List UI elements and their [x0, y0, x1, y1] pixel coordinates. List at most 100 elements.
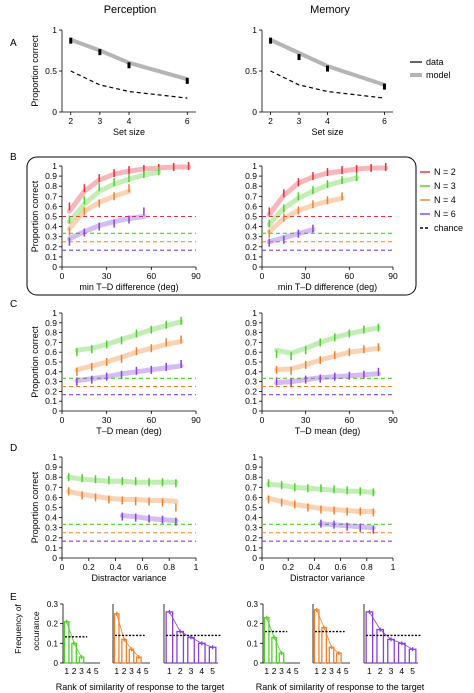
x-tick-label: 5 [410, 666, 415, 676]
y-tick-label: 0.2 [45, 386, 57, 396]
data-point [69, 37, 73, 44]
y-tick-label: 0.9 [245, 318, 257, 328]
y-tick-label: 0.3 [45, 232, 57, 242]
model-line-n4 [116, 613, 140, 658]
y-axis-label: Proportion correct [30, 35, 40, 107]
bar-n4 [121, 638, 127, 664]
x-axis-label: T–D mean (deg) [295, 426, 361, 436]
x-tick-label: 30 [102, 271, 112, 281]
data-point [98, 49, 102, 56]
y-tick-label: 0.5 [245, 212, 257, 222]
model-line [70, 37, 188, 82]
y-tick-label: 0.2 [45, 533, 57, 543]
x-axis-label: Set size [113, 127, 145, 137]
x-tick-label: 4 [399, 666, 404, 676]
y-tick-label: 0.8 [245, 472, 257, 482]
y-tick-label: 0.5 [45, 66, 57, 76]
y-tick-label: 1 [52, 452, 57, 462]
y-tick-label: 0.5 [45, 503, 57, 513]
y-tick-label: 0.4 [245, 513, 257, 523]
data-point [127, 62, 131, 69]
y-tick-label: 0.7 [245, 191, 257, 201]
y-tick-label: 0.4 [45, 222, 57, 232]
y-tick-label: 1 [252, 452, 257, 462]
x-tick-label: 30 [102, 415, 112, 425]
x-tick-label: 0 [260, 562, 265, 572]
y-tick-label: 0 [252, 107, 257, 117]
x-tick-label: 90 [191, 415, 201, 425]
x-axis-label: min T–D difference (deg) [278, 282, 377, 292]
x-tick-label: 2 [68, 116, 73, 126]
legend-label-chance: chance [434, 223, 463, 233]
x-tick-label: 90 [388, 271, 398, 281]
x-tick-label: 3 [389, 666, 394, 676]
x-tick-label: 4 [325, 116, 330, 126]
x-tick-label: 5 [144, 666, 149, 676]
y-tick-label: 0.7 [45, 191, 57, 201]
bar-n6 [208, 646, 217, 664]
y-tick-label: 0.9 [45, 462, 57, 472]
x-tick-label: 1 [167, 666, 172, 676]
bar-n4 [321, 626, 327, 664]
panel-label-e: E [10, 592, 17, 603]
y-tick-label: 0.3 [247, 600, 259, 609]
y-tick-label: 1 [252, 308, 257, 318]
x-axis-label: T–D mean (deg) [96, 426, 162, 436]
y-tick-label: 0.5 [45, 357, 57, 367]
x-tick-label: 6 [382, 116, 387, 126]
x-tick-label: 2 [272, 666, 277, 676]
y-tick-label: 1 [252, 161, 257, 171]
x-tick-label: 1 [314, 666, 319, 676]
y-tick-label: 0.6 [45, 201, 57, 211]
x-axis-label: Rank of similarity of response to the ta… [56, 682, 225, 692]
y-tick-label: 0.2 [47, 620, 59, 629]
x-tick-label: 3 [329, 666, 334, 676]
bar-n4 [328, 646, 335, 664]
bar-n6 [187, 636, 195, 664]
bar-n6 [408, 648, 417, 664]
x-tick-label: 4 [127, 116, 132, 126]
model-line-n6 [169, 611, 213, 648]
x-tick-label: 0.6 [136, 562, 148, 572]
x-tick-label: 0.8 [163, 562, 175, 572]
panel-label-c: C [10, 299, 17, 310]
model-band-n6 [274, 371, 381, 386]
y-axis-label: Proportion correct [30, 180, 40, 252]
y-tick-label: 0 [254, 659, 259, 668]
y-tick-label: 0.3 [45, 523, 57, 533]
bar-n6 [376, 628, 385, 664]
y-tick-label: 0.1 [47, 639, 59, 648]
x-tick-label: 3 [79, 666, 84, 676]
y-tick-label: 0.2 [245, 386, 257, 396]
x-axis-label: Distractor variance [290, 573, 365, 583]
model-line-n3 [266, 617, 282, 654]
y-tick-label: 1 [252, 25, 257, 35]
y-tick-label: 0.2 [247, 620, 259, 629]
y-tick-label: 1 [52, 161, 57, 171]
bar-n6 [387, 638, 395, 664]
y-tick-label: 0 [52, 262, 57, 272]
x-tick-label: 4 [87, 666, 92, 676]
model-band-n4 [74, 338, 184, 373]
y-tick-label: 0 [252, 553, 257, 563]
y-tick-label: 0.8 [245, 181, 257, 191]
x-axis-label: Set size [311, 127, 343, 137]
data-point [382, 83, 386, 90]
y-tick-label: 0.6 [245, 201, 257, 211]
x-tick-label: 2 [122, 666, 127, 676]
x-tick-label: 5 [94, 666, 99, 676]
y-tick-label: 0.6 [245, 347, 257, 357]
y-axis-label: Proportion correct [30, 471, 40, 543]
y-tick-label: 0.3 [245, 377, 257, 387]
y-tick-label: 0.5 [245, 357, 257, 367]
x-tick-label: 1 [264, 666, 269, 676]
y-tick-label: 0.1 [45, 543, 57, 553]
x-tick-label: 2 [268, 116, 273, 126]
model-line-n3 [66, 621, 82, 658]
model-line [269, 37, 386, 87]
bar-n6 [197, 642, 206, 664]
y-axis-label: Frequency of [13, 604, 23, 654]
x-tick-label: 0.6 [335, 562, 347, 572]
y-tick-label: 0.5 [245, 503, 257, 513]
y-tick-label: 0.6 [245, 492, 257, 502]
